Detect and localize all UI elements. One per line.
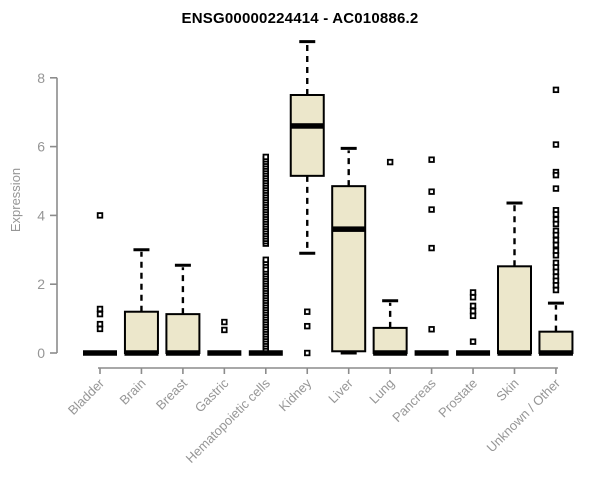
outlier-point-bladder — [96, 305, 104, 313]
median-unknown-other — [538, 350, 573, 356]
median-gastric — [207, 350, 242, 356]
box-lung — [372, 326, 408, 354]
outlier-point-unknown-other — [552, 231, 560, 239]
x-tick-label-kidney: Kidney — [276, 375, 315, 414]
median-pancreas — [414, 350, 449, 356]
outlier-point-unknown-other — [552, 141, 560, 148]
outlier-point-bladder — [96, 320, 104, 328]
outlier-point-unknown-other — [552, 286, 560, 294]
outlier-point-unknown-other — [552, 236, 560, 244]
outlier-point-bladder — [96, 325, 104, 333]
outlier-point-bladder — [96, 212, 104, 219]
box-skin — [497, 265, 532, 355]
median-breast — [165, 350, 200, 356]
chart-title: ENSG00000224414 - AC010886.2 — [181, 10, 419, 27]
outlier-point-prostate — [469, 302, 477, 310]
outlier-point-unknown-other — [552, 185, 560, 192]
outlier-point-prostate — [469, 338, 477, 345]
outlier-point-pancreas — [428, 244, 435, 252]
outlier-point-gastric — [221, 318, 228, 326]
x-tick-label-skin: Skin — [493, 376, 521, 404]
box-unknown-other — [538, 330, 574, 354]
outlier-point-unknown-other — [552, 220, 560, 228]
x-tick-label-bladder: Bladder — [65, 375, 108, 418]
y-axis-title: Expression — [8, 168, 23, 232]
outlier-point-unknown-other — [552, 171, 560, 179]
outlier-point-unknown-other — [552, 252, 560, 259]
outlier-point-lung — [386, 158, 394, 166]
y-tick-label-6: 6 — [37, 139, 45, 155]
box-breast — [165, 313, 201, 354]
outlier-point-pancreas — [428, 188, 435, 195]
outlier-point-unknown-other — [552, 86, 560, 94]
median-prostate — [456, 350, 491, 356]
y-tick-label-2: 2 — [37, 276, 45, 292]
x-tick-label-brain: Brain — [116, 376, 148, 408]
y-tick-label-0: 0 — [37, 345, 45, 361]
outlier-point-pancreas — [428, 206, 435, 213]
x-tick-label-pancreas: Pancreas — [389, 375, 439, 425]
outlier-point-unknown-other — [552, 282, 560, 289]
median-bladder — [83, 350, 117, 356]
outlier-point-unknown-other — [552, 241, 560, 249]
box-kidney — [289, 94, 325, 177]
box-brain — [123, 310, 159, 354]
x-tick-label-unknown-other: Unknown / Other — [483, 375, 563, 455]
outlier-point-hematopoietic-cells — [262, 153, 269, 161]
median-liver — [331, 226, 366, 232]
x-tick-label-gastric: Gastric — [192, 375, 232, 415]
outlier-point-bladder — [96, 310, 104, 318]
outlier-point-pancreas — [428, 156, 435, 163]
y-tick-label-4: 4 — [37, 207, 45, 223]
outlier-point-prostate — [469, 294, 477, 301]
median-lung — [373, 350, 408, 356]
outlier-point-prostate — [469, 312, 477, 320]
x-tick-label-lung: Lung — [366, 376, 397, 407]
outlier-point-kidney — [304, 349, 311, 357]
outlier-point-prostate — [469, 289, 477, 296]
x-tick-label-breast: Breast — [153, 375, 190, 412]
box-liver — [331, 185, 367, 353]
outlier-point-kidney — [304, 308, 311, 315]
x-tick-label-liver: Liver — [325, 375, 356, 406]
x-tick-label-prostate: Prostate — [435, 376, 480, 421]
outlier-point-unknown-other — [552, 268, 560, 276]
outlier-point-pancreas — [428, 326, 435, 333]
outlier-point-gastric — [221, 326, 228, 334]
outlier-point-hematopoietic-cells — [262, 256, 269, 263]
median-skin — [497, 350, 532, 356]
median-hematopoietic-cells — [248, 350, 283, 356]
outlier-point-kidney — [304, 322, 311, 330]
outlier-point-unknown-other — [552, 211, 560, 218]
outlier-point-prostate — [469, 307, 477, 315]
median-kidney — [290, 123, 325, 129]
y-tick-label-8: 8 — [37, 70, 45, 86]
median-brain — [124, 350, 159, 356]
